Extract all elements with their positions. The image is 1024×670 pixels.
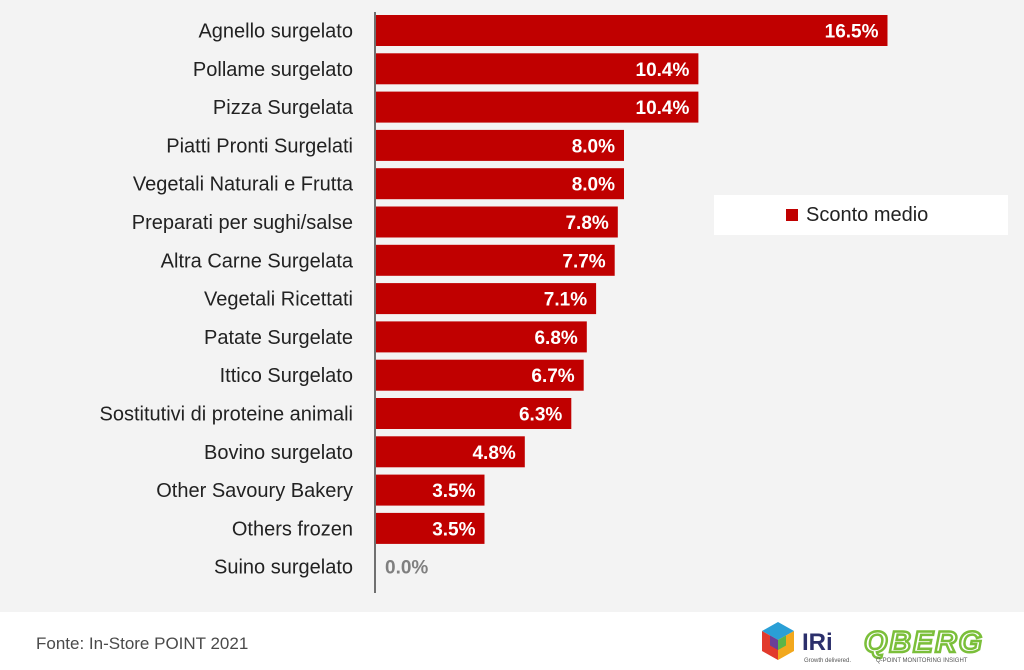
data-label: 10.4% [636, 98, 690, 119]
bar [376, 398, 572, 429]
category-label: Suino surgelato [214, 557, 353, 579]
category-label: Other Savoury Bakery [156, 480, 353, 502]
data-label: 0.0% [385, 558, 428, 579]
category-label: Piatti Pronti Surgelati [166, 135, 353, 157]
data-label: 8.0% [572, 136, 615, 157]
iri-cube-icon [762, 622, 794, 660]
qberg-logo: QBERG Q-POINT MONITORING INSIGHT [863, 625, 984, 664]
data-label: 6.3% [519, 405, 562, 426]
bar-chart: Agnello surgelato 16.5% Pollame surgelato 1… [100, 12, 888, 593]
bar [376, 283, 597, 315]
data-label: 16.5% [825, 22, 879, 43]
bar [376, 206, 618, 238]
data-label: 7.1% [544, 290, 587, 311]
bar [376, 53, 699, 85]
data-label: 10.4% [636, 60, 690, 81]
category-label: Patate Surgelate [204, 327, 353, 349]
data-label: 7.8% [565, 213, 608, 234]
bar [376, 436, 525, 468]
source-note: Fonte: In-Store POINT 2021 [36, 634, 249, 653]
data-label: 7.7% [562, 251, 605, 272]
iri-tagline: Growth delivered. [804, 658, 851, 664]
legend-swatch [786, 209, 798, 221]
legend-label: Sconto medio [806, 203, 929, 226]
category-label: Agnello surgelato [198, 21, 353, 43]
bar [376, 474, 485, 506]
category-label: Vegetali Ricettati [204, 289, 353, 311]
data-label: 8.0% [572, 175, 615, 196]
data-label: 3.5% [432, 519, 475, 540]
qberg-tagline: Q-POINT MONITORING INSIGHT [876, 658, 968, 664]
bar [376, 244, 615, 276]
bar [376, 321, 587, 353]
category-label: Vegetali Naturali e Frutta [133, 174, 354, 196]
data-label: 3.5% [432, 481, 475, 502]
bar [376, 168, 624, 200]
bar [376, 129, 624, 161]
iri-wordmark: IRi [802, 629, 833, 656]
category-label: Preparati per sughi/salse [132, 212, 353, 234]
category-label: Pizza Surgelata [213, 97, 354, 119]
category-label: Sostitutivi di proteine animali [100, 404, 353, 426]
bar [376, 15, 888, 46]
category-label: Pollame surgelato [193, 59, 353, 81]
data-label: 4.8% [472, 443, 515, 464]
bar [376, 359, 584, 391]
category-label: Ittico Surgelato [220, 365, 353, 387]
iri-logo: IRi Growth delivered. [762, 622, 851, 664]
qberg-wordmark: QBERG [864, 626, 984, 659]
legend: Sconto medio [714, 195, 1008, 235]
category-label: Bovino surgelato [204, 442, 353, 464]
data-label: 6.7% [531, 366, 574, 387]
category-label: Others frozen [232, 518, 353, 540]
chart-panel: Agnello surgelato 16.5% Pollame surgelato 1… [0, 0, 1024, 612]
bar [376, 512, 485, 544]
category-label: Altra Carne Surgelata [161, 250, 354, 272]
data-label: 6.8% [534, 328, 577, 349]
bar [376, 91, 699, 123]
